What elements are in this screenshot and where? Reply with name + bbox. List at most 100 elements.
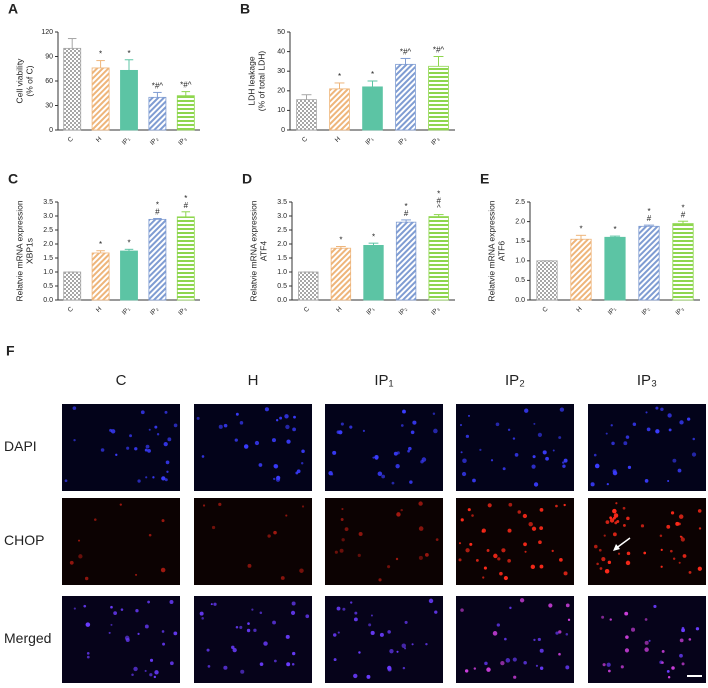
y-tick-label: 2.0: [43, 241, 53, 248]
cell-nucleus: [625, 560, 631, 566]
y-tick-label: 2.5: [515, 199, 525, 206]
cell-nucleus: [672, 557, 676, 560]
cell-nucleus: [596, 562, 599, 566]
significance-label: *#^: [400, 48, 412, 57]
cell-nucleus: [670, 511, 675, 515]
cell-nucleus: [340, 422, 344, 426]
cell-nucleus: [239, 625, 243, 629]
y-axis-label: LDH leakage: [246, 56, 256, 105]
cell-nucleus: [458, 542, 462, 545]
bar: [363, 244, 384, 301]
cell-nucleus: [558, 436, 562, 440]
cell-nucleus: [418, 526, 424, 531]
cell-nucleus: [692, 437, 696, 441]
cell-nucleus: [643, 551, 647, 555]
cell-nucleus: [612, 469, 617, 474]
cell-nucleus: [246, 628, 251, 633]
cell-nucleus: [133, 666, 138, 672]
cell-nucleus: [109, 428, 113, 432]
cell-nucleus: [624, 611, 629, 616]
cell-nucleus: [479, 448, 482, 451]
x-tick-label: H: [95, 135, 103, 143]
y-tick-label: 1.5: [277, 255, 287, 262]
cell-nucleus: [602, 663, 606, 667]
x-tick-label: IP₁: [121, 135, 132, 146]
cell-nucleus: [272, 477, 276, 481]
cell-nucleus: [411, 643, 414, 646]
cell-nucleus: [292, 427, 296, 432]
cell-nucleus: [481, 528, 486, 533]
cell-nucleus: [675, 521, 680, 526]
cell-nucleus: [645, 411, 648, 414]
cell-nucleus: [134, 447, 138, 451]
cell-nucleus: [625, 635, 629, 639]
cell-nucleus: [609, 618, 612, 621]
cell-nucleus: [368, 623, 372, 627]
x-tick-label: IP₂: [397, 135, 408, 146]
micrograph: [456, 404, 574, 491]
cell-nucleus: [267, 534, 271, 538]
cell-nucleus: [344, 527, 349, 532]
cell-nucleus: [396, 451, 400, 455]
cell-nucleus: [154, 670, 159, 675]
cell-nucleus: [110, 623, 113, 626]
cell-nucleus: [64, 479, 68, 483]
cell-nucleus: [519, 598, 525, 603]
cell-nucleus: [421, 457, 427, 462]
cell-nucleus: [493, 553, 498, 559]
cell-nucleus: [631, 627, 636, 632]
x-tick-label: IP₃: [430, 305, 441, 316]
cell-nucleus: [627, 465, 632, 469]
panel-label: F: [6, 343, 15, 359]
cell-nucleus: [273, 659, 277, 663]
x-tick-label: IP₁: [121, 305, 132, 316]
cell-nucleus: [469, 542, 473, 546]
y-tick-label: 1.5: [43, 255, 53, 262]
cell-nucleus: [533, 482, 539, 487]
cell-nucleus: [465, 434, 470, 438]
bar: [296, 99, 317, 131]
y-tick-label: 1.5: [515, 238, 525, 245]
cell-nucleus: [201, 617, 204, 620]
cell-nucleus: [418, 555, 423, 560]
cell-nucleus: [563, 503, 566, 507]
significance-label: *: [339, 236, 342, 245]
cell-nucleus: [292, 651, 296, 656]
cell-nucleus: [644, 640, 649, 645]
micrograph: [194, 404, 312, 491]
cell-nucleus: [387, 665, 392, 671]
cell-nucleus: [285, 424, 290, 430]
cell-nucleus: [697, 509, 702, 513]
cell-nucleus: [538, 540, 542, 545]
cell-nucleus: [620, 665, 624, 669]
x-tick-label: IP₁: [365, 305, 376, 316]
cell-nucleus: [126, 446, 130, 450]
cell-nucleus: [400, 424, 404, 427]
cell-nucleus: [341, 507, 344, 511]
cell-nucleus: [275, 477, 281, 482]
cell-nucleus: [459, 423, 463, 427]
bar: [536, 260, 558, 301]
column-label: IP₁: [374, 372, 393, 389]
arrow-head: [613, 544, 620, 551]
cell-nucleus: [644, 647, 649, 652]
cell-nucleus: [173, 631, 178, 636]
cell-nucleus: [342, 607, 346, 611]
cell-nucleus: [610, 424, 613, 427]
cell-nucleus: [482, 576, 485, 579]
y-tick-label: 0: [281, 127, 285, 134]
cell-nucleus: [300, 462, 304, 465]
cell-nucleus: [299, 568, 304, 573]
cell-nucleus: [140, 410, 145, 415]
cell-nucleus: [668, 428, 672, 432]
cell-nucleus: [357, 553, 361, 557]
cell-nucleus: [672, 458, 677, 463]
y-tick-label: 2.5: [277, 227, 287, 234]
cell-nucleus: [279, 416, 283, 420]
micrograph: [325, 498, 443, 585]
cell-nucleus: [129, 434, 132, 438]
cell-nucleus: [153, 675, 157, 679]
cell-nucleus: [513, 675, 517, 679]
cell-nucleus: [483, 566, 487, 570]
